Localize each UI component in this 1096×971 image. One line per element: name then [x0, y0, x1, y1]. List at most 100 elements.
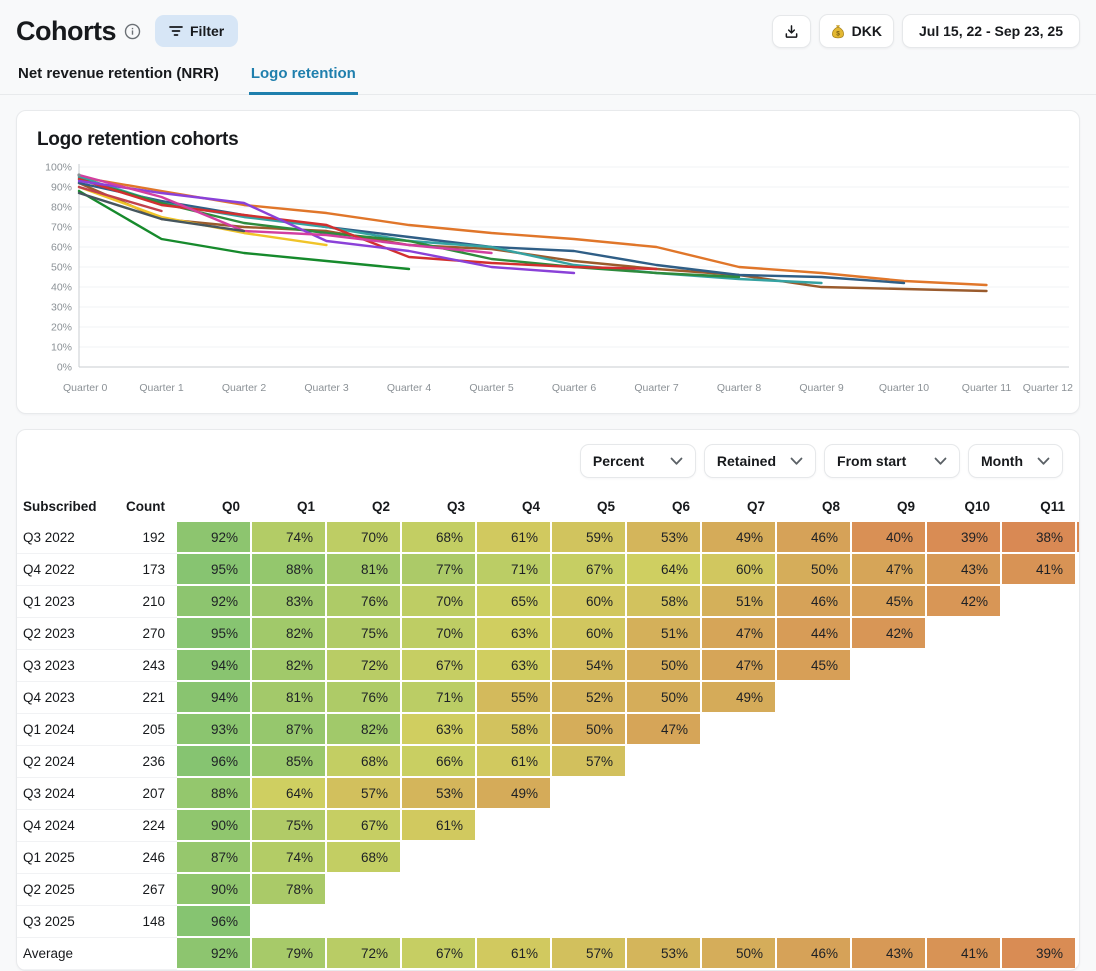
empty-cell	[477, 874, 552, 906]
clipped-next-quarter-cell	[1077, 714, 1079, 746]
currency-button[interactable]: $ DKK	[818, 14, 895, 48]
cohort-row-label: Q2 2025	[17, 874, 103, 906]
x-axis-tick-label: Quarter 6	[552, 382, 597, 394]
empty-cell	[1002, 746, 1077, 778]
empty-cell	[1002, 842, 1077, 874]
column-header: Q10	[964, 498, 990, 514]
cohort-cell: 41%	[1002, 554, 1077, 586]
cohort-line	[77, 173, 81, 177]
column-header: Subscribed	[23, 498, 97, 514]
clipped-next-quarter-cell	[1077, 522, 1079, 554]
empty-cell	[552, 778, 627, 810]
cohort-cell: 94%	[177, 682, 252, 714]
cohort-count: 267	[103, 874, 177, 906]
cohort-cell: 63%	[477, 650, 552, 682]
clipped-next-quarter-cell	[1077, 938, 1079, 970]
cohort-cell: 96%	[177, 906, 252, 938]
cohort-cell: 66%	[402, 746, 477, 778]
empty-cell	[702, 746, 777, 778]
empty-cell	[552, 906, 627, 938]
cohort-line	[77, 179, 576, 275]
granularity-select[interactable]: Month	[968, 444, 1063, 478]
cohort-line	[77, 175, 988, 287]
cohort-row: Q3 2022 192 92% 74% 70% 68% 61% 59% 53% 49% 46% 40%…	[17, 522, 1079, 554]
mode-select[interactable]: Retained	[703, 444, 817, 478]
metric-select[interactable]: Percent	[579, 444, 696, 478]
cohort-cell: 76%	[327, 586, 402, 618]
column-header: Q11	[1040, 498, 1065, 514]
y-axis-tick-label: 30%	[51, 302, 72, 314]
cohort-line	[77, 191, 246, 233]
cohort-row-label: Q2 2024	[17, 746, 103, 778]
empty-cell	[777, 778, 852, 810]
clipped-next-quarter-cell	[1077, 554, 1079, 586]
cohort-cell: 71%	[477, 554, 552, 586]
cohort-cell: 92%	[177, 938, 252, 970]
cohort-cell: 46%	[777, 586, 852, 618]
empty-cell	[477, 842, 552, 874]
empty-cell	[327, 906, 402, 938]
cohort-cell: 50%	[627, 650, 702, 682]
cohort-cell: 90%	[177, 874, 252, 906]
cohort-table: Subscribed Count Q0 Q1 Q2 Q3 Q4 Q5 Q6 Q7 Q8 Q9 Q10 Q1…	[17, 490, 1079, 970]
cohort-cell: 67%	[402, 650, 477, 682]
y-axis-tick-label: 10%	[51, 342, 72, 354]
cohort-row: Q2 2025 267 90% 78%	[17, 874, 1079, 906]
cohort-cell: 57%	[327, 778, 402, 810]
x-axis-tick-label: Quarter 7	[634, 382, 679, 394]
cohort-cell: 92%	[177, 522, 252, 554]
cohort-cell: 52%	[552, 682, 627, 714]
cohort-row: Q2 2023 270 95% 82% 75% 70% 63% 60% 51% 47% 44% 42%	[17, 618, 1079, 650]
y-axis-tick-label: 20%	[51, 322, 72, 334]
cohort-cell: 64%	[252, 778, 327, 810]
cohort-cell: 51%	[627, 618, 702, 650]
cohort-count: 205	[103, 714, 177, 746]
empty-cell	[777, 810, 852, 842]
cohort-cell: 88%	[177, 778, 252, 810]
empty-cell	[1002, 650, 1077, 682]
cohort-cell: 59%	[552, 522, 627, 554]
clipped-next-quarter-cell	[1077, 810, 1079, 842]
empty-cell	[927, 842, 1002, 874]
x-axis-tick-label: Quarter 5	[469, 382, 514, 394]
cohort-cell: 55%	[477, 682, 552, 714]
cohort-cell: 88%	[252, 554, 327, 586]
cohort-cell: 47%	[702, 618, 777, 650]
cohort-cell: 93%	[177, 714, 252, 746]
cohort-cell: 47%	[852, 554, 927, 586]
origin-select[interactable]: From start	[824, 444, 961, 478]
svg-text:$: $	[836, 30, 840, 37]
cohort-cell: 83%	[252, 586, 327, 618]
date-range-button[interactable]: Jul 15, 22 - Sep 23, 25	[902, 14, 1080, 48]
cohort-cell: 87%	[177, 842, 252, 874]
cohort-cell: 82%	[252, 650, 327, 682]
cohort-cell: 43%	[927, 554, 1002, 586]
empty-cell	[927, 906, 1002, 938]
logo-retention-chart-card: Logo retention cohorts 0% 10% 20% 30% 40% 50%…	[16, 110, 1080, 414]
tab-net-revenue-retention[interactable]: Net revenue retention (NRR)	[18, 65, 219, 82]
cohort-cell: 47%	[627, 714, 702, 746]
filter-button[interactable]: Filter	[155, 15, 239, 47]
cohort-cell: 75%	[327, 618, 402, 650]
empty-cell	[852, 810, 927, 842]
info-icon[interactable]	[124, 23, 141, 40]
cohort-count: 243	[103, 650, 177, 682]
cohort-cell: 45%	[777, 650, 852, 682]
tab-logo-retention[interactable]: Logo retention	[248, 54, 358, 95]
cohort-row: Q3 2025 148 96%	[17, 906, 1079, 938]
empty-cell	[702, 874, 777, 906]
empty-cell	[927, 650, 1002, 682]
cohort-cell: 44%	[777, 618, 852, 650]
empty-cell	[702, 714, 777, 746]
x-axis-tick-label: Quarter 10	[879, 382, 929, 394]
average-row: Average 92% 79% 72% 67% 61% 57% 53% 50% 46% 43% 41%…	[17, 938, 1079, 970]
cohort-table-wrapper: Subscribed Count Q0 Q1 Q2 Q3 Q4 Q5 Q6 Q7 Q8 Q9 Q10 Q1…	[17, 490, 1079, 970]
x-axis-tick-label: Quarter 1	[139, 382, 184, 394]
empty-cell	[627, 842, 702, 874]
cohort-count: 224	[103, 810, 177, 842]
empty-cell	[852, 746, 927, 778]
download-button[interactable]	[771, 14, 811, 48]
cohort-cell: 79%	[252, 938, 327, 970]
cohort-cell: 85%	[252, 746, 327, 778]
cohort-count: 207	[103, 778, 177, 810]
